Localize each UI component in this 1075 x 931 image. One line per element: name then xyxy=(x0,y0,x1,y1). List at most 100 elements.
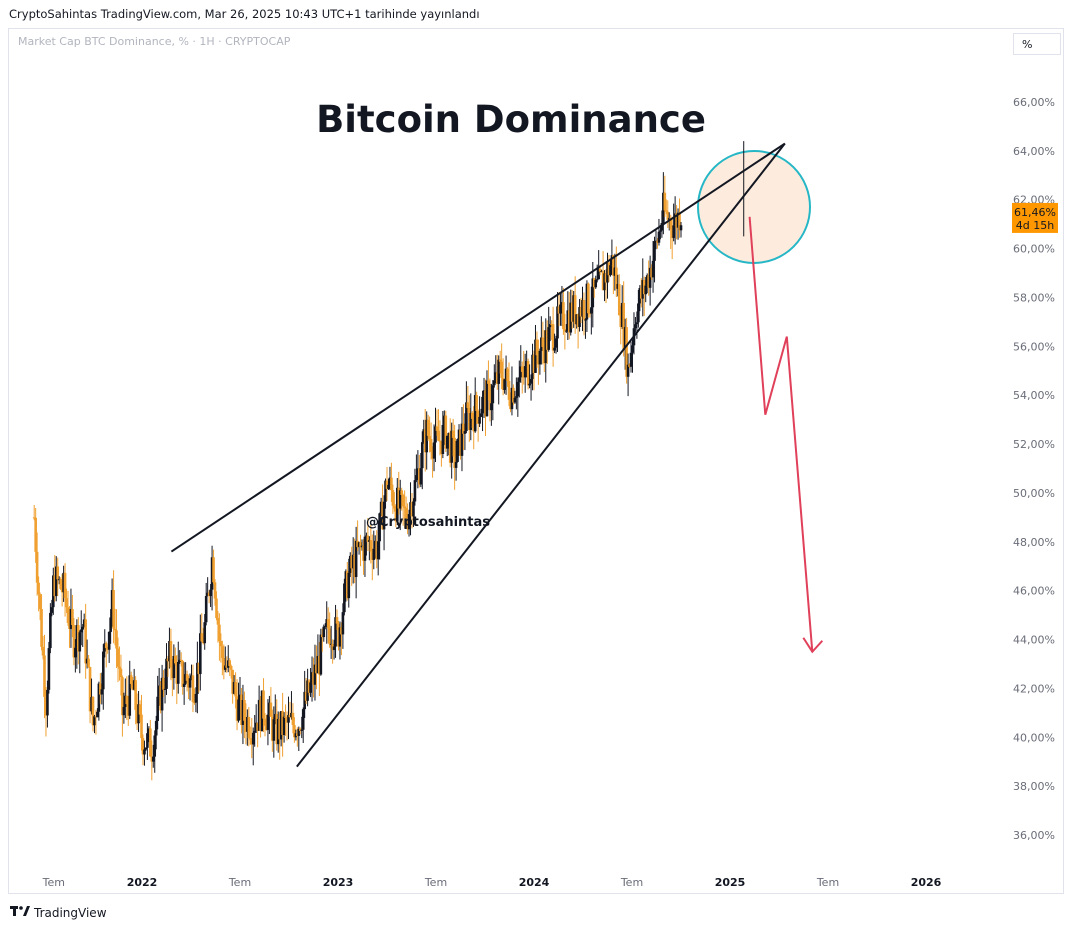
candle-body xyxy=(416,468,420,476)
candle-body xyxy=(181,661,184,687)
candle-body xyxy=(247,716,251,738)
candle-body xyxy=(494,372,498,381)
candle-body xyxy=(612,255,615,276)
candle-body xyxy=(565,330,568,332)
candle-body xyxy=(248,737,252,740)
candle-body xyxy=(269,702,273,717)
candle-body xyxy=(147,728,151,734)
candle-body xyxy=(179,659,183,662)
x-tick-label: Tem xyxy=(42,876,65,889)
candle-body xyxy=(547,327,550,350)
candle-body xyxy=(504,368,508,380)
candle-body xyxy=(407,514,411,530)
candle-body xyxy=(341,612,345,635)
candle-body xyxy=(97,683,101,712)
chart-title: Bitcoin Dominance xyxy=(316,98,706,141)
percent-scale-button[interactable]: % xyxy=(1013,33,1061,55)
candle-body xyxy=(293,725,296,738)
candle-body xyxy=(659,230,662,232)
candle-body xyxy=(500,361,503,378)
candle-body xyxy=(463,431,467,434)
candle-body xyxy=(443,415,446,425)
candle-body xyxy=(78,632,82,652)
candle-body xyxy=(203,622,207,644)
candle-body xyxy=(465,402,468,432)
candle-body xyxy=(178,659,182,662)
candle-body xyxy=(438,440,442,442)
candle-body xyxy=(257,699,261,731)
candle-body xyxy=(206,592,209,597)
x-axis: Tem 2022 Tem 2023 Tem 2024 Tem 2025 Tem 2026 xyxy=(42,876,942,889)
candle-body xyxy=(551,324,555,351)
candle-body xyxy=(329,643,333,645)
candle-body xyxy=(77,625,80,652)
candle-body xyxy=(657,231,661,243)
candle-body xyxy=(338,627,342,647)
candle-body xyxy=(482,390,486,397)
candle-body xyxy=(90,697,93,712)
candle-body xyxy=(642,280,646,295)
candle-body xyxy=(372,548,376,560)
candle-body xyxy=(37,582,40,595)
candle-body xyxy=(241,700,245,725)
candle-body xyxy=(650,267,653,278)
candle-body xyxy=(331,643,334,651)
candle-body xyxy=(569,302,573,333)
published-info: CryptoSahintas TradingView.com, Mar 26, … xyxy=(9,7,480,21)
candle-body xyxy=(384,480,387,502)
candle-body xyxy=(281,711,284,736)
candle-body xyxy=(84,619,87,664)
candle-body xyxy=(662,192,665,223)
wedge-lower-line xyxy=(296,142,786,768)
candle-body xyxy=(641,280,645,299)
candle-body xyxy=(359,542,362,548)
x-tick-label: 2025 xyxy=(715,876,746,889)
candle-body xyxy=(112,590,115,629)
candle-body xyxy=(184,674,187,684)
candle-body xyxy=(388,477,392,485)
candle-body xyxy=(218,624,221,642)
last-price-box xyxy=(1012,202,1058,233)
candle-body xyxy=(435,426,439,431)
candle-body xyxy=(544,330,548,364)
candle-body xyxy=(390,477,393,491)
candle-body xyxy=(378,513,381,542)
candle-body xyxy=(204,596,208,623)
candle-body xyxy=(479,413,483,417)
candle-body xyxy=(613,267,617,276)
candle-body xyxy=(610,255,614,266)
candle-body xyxy=(328,628,331,645)
last-price-label: 61,46% xyxy=(1014,206,1056,219)
candle-body xyxy=(462,423,465,434)
candle-body xyxy=(96,711,99,718)
candle-body xyxy=(282,716,286,736)
watermark: @Cryptosahintas xyxy=(366,515,490,530)
candle-body xyxy=(144,747,148,750)
countdown-label: 4d 15h xyxy=(1016,219,1054,232)
candle-body xyxy=(246,716,249,732)
candle-body xyxy=(509,399,512,410)
candle-body xyxy=(585,283,589,320)
candle-body xyxy=(321,634,324,638)
candle-body xyxy=(154,720,158,736)
candle-body xyxy=(385,480,389,489)
candle-body xyxy=(673,213,677,226)
candle-body xyxy=(520,366,524,372)
candle-body xyxy=(356,540,359,548)
candle-body xyxy=(354,540,358,578)
candle-body xyxy=(209,589,212,597)
candle-body xyxy=(106,648,109,650)
candle-body xyxy=(647,275,650,288)
candle-body xyxy=(121,677,124,716)
candle-body xyxy=(200,633,204,642)
candle-body xyxy=(656,240,659,243)
candle-body xyxy=(588,313,592,315)
candle-body xyxy=(629,352,633,367)
candle-body xyxy=(353,554,356,578)
candle-body xyxy=(635,322,639,325)
candle-body xyxy=(457,429,461,440)
candle-body xyxy=(506,368,509,381)
candle-body xyxy=(315,664,318,674)
candle-body xyxy=(645,275,649,286)
